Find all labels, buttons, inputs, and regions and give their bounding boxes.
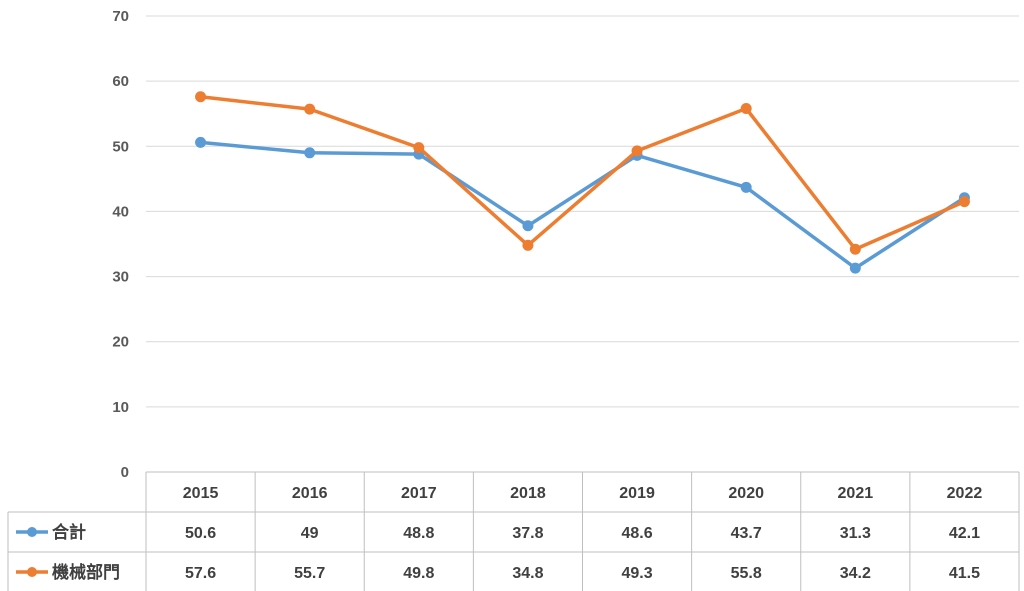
data-point (195, 136, 207, 148)
data-value-label: 48.8 (403, 525, 434, 542)
data-point (522, 239, 534, 251)
y-tick-label: 0 (121, 464, 129, 481)
y-tick-label: 60 (112, 73, 129, 90)
data-point (849, 262, 861, 274)
legend-key-marker (27, 567, 37, 577)
data-point (958, 196, 970, 208)
category-label: 2016 (292, 485, 328, 502)
data-value-label: 55.7 (294, 565, 325, 582)
category-label: 2015 (183, 485, 219, 502)
data-point (631, 145, 643, 157)
data-value-label: 37.8 (512, 525, 543, 542)
data-value-label: 49.8 (403, 565, 434, 582)
data-point (304, 103, 316, 115)
data-point (740, 181, 752, 193)
data-value-label: 57.6 (185, 565, 216, 582)
data-point (304, 147, 316, 159)
data-point (195, 91, 207, 103)
data-point (849, 243, 861, 255)
category-label: 2022 (947, 485, 983, 502)
legend-key-marker (27, 527, 37, 537)
data-value-label: 43.7 (731, 525, 762, 542)
series-name-label: 合計 (52, 522, 86, 543)
series-line (198, 140, 967, 270)
data-value-label: 49 (301, 525, 319, 542)
data-point (740, 103, 752, 115)
y-tick-label: 20 (112, 334, 129, 351)
data-value-label: 41.5 (949, 565, 980, 582)
data-point (522, 220, 534, 232)
data-value-label: 34.2 (840, 565, 871, 582)
category-label: 2019 (619, 485, 655, 502)
y-tick-label: 70 (112, 8, 129, 25)
data-value-label: 34.8 (512, 565, 543, 582)
series-line (198, 95, 967, 251)
y-tick-label: 30 (112, 269, 129, 286)
category-label: 2018 (510, 485, 546, 502)
data-value-label: 48.6 (621, 525, 652, 542)
data-value-label: 50.6 (185, 525, 216, 542)
category-label: 2017 (401, 485, 437, 502)
data-value-label: 42.1 (949, 525, 980, 542)
y-tick-label: 40 (112, 203, 129, 220)
category-label: 2021 (838, 485, 874, 502)
data-value-label: 49.3 (621, 565, 652, 582)
y-tick-label: 50 (112, 138, 129, 155)
series-name-label: 機械部門 (52, 562, 120, 583)
data-value-label: 55.8 (731, 565, 762, 582)
data-value-label: 31.3 (840, 525, 871, 542)
data-point (413, 142, 425, 154)
category-label: 2020 (728, 485, 764, 502)
y-tick-label: 10 (112, 399, 129, 416)
